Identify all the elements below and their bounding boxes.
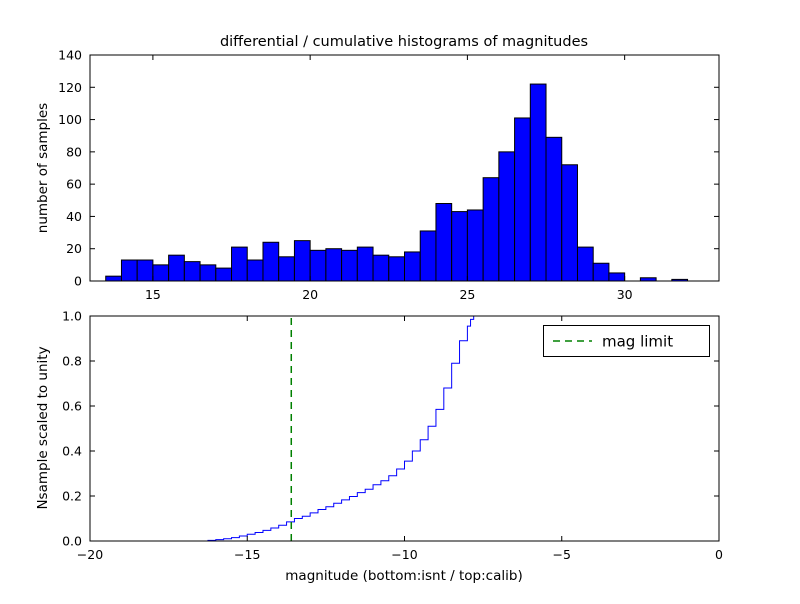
y-tick-label: 80 — [66, 144, 82, 159]
histogram-bar — [451, 211, 468, 282]
histogram-bar — [183, 261, 201, 282]
y-tick-label: 140 — [58, 48, 82, 63]
histogram-bar — [561, 164, 578, 282]
bottom-y-axis-label: Nsample scaled to unity — [35, 346, 51, 509]
top-y-axis-label: number of samples — [35, 103, 51, 233]
figure-title: differential / cumulative histograms of … — [220, 34, 588, 50]
histogram-bars — [105, 83, 689, 282]
legend-label: mag limit — [602, 333, 673, 351]
histogram-bar — [168, 254, 185, 282]
histogram-bar — [372, 254, 390, 282]
histogram-bar — [356, 246, 374, 282]
top-axes-frame — [89, 54, 720, 282]
histogram-bar — [419, 230, 437, 282]
histogram-bar — [152, 264, 170, 282]
x-tick-label: −10 — [391, 547, 417, 562]
histogram-bar — [545, 136, 563, 282]
histogram-bar — [120, 259, 138, 282]
legend: mag limit — [543, 325, 710, 357]
y-tick-label: 0 — [74, 274, 82, 289]
histogram-bar — [466, 209, 484, 282]
y-tick-label: 1.0 — [62, 309, 82, 324]
top-x-tick-labels: 15 20 25 30 — [145, 287, 633, 302]
top-histogram-axes: 15 20 25 30 0 20 40 60 80 100 120 140 number of sa… — [35, 48, 720, 302]
x-tick-label: 30 — [617, 287, 633, 302]
y-tick-label: 120 — [58, 80, 82, 95]
y-tick-label: 0.6 — [62, 399, 82, 414]
bottom-cumulative-axes: −20 −15 −10 −5 0 0.0 0.2 0.4 0.6 0.8 1.0 Nsample … — [35, 309, 723, 585]
x-axis-label: magnitude (bottom:isnt / top:calib) — [285, 568, 522, 584]
histogram-bar — [435, 203, 453, 282]
y-tick-label: 0.4 — [62, 444, 82, 459]
histogram-bar — [482, 177, 500, 282]
x-tick-label: −5 — [553, 547, 571, 562]
histogram-bar — [608, 272, 626, 282]
x-tick-label: 20 — [302, 287, 318, 302]
histogram-bar — [105, 275, 122, 282]
x-tick-label: 0 — [715, 547, 723, 562]
histogram-bar — [262, 241, 280, 282]
x-tick-label: 25 — [459, 287, 475, 302]
histogram-bar — [388, 256, 405, 282]
histogram-bar — [199, 264, 217, 282]
histogram-bar — [498, 151, 516, 282]
histogram-bar — [514, 117, 531, 282]
histogram-bar — [136, 259, 154, 282]
histogram-bar — [592, 262, 610, 282]
y-tick-label: 0.2 — [62, 489, 82, 504]
bottom-x-tick-labels: −20 −15 −10 −5 0 — [77, 547, 723, 562]
top-y-tick-labels: 0 20 40 60 80 100 120 140 — [58, 48, 82, 289]
cumulative-step-line — [90, 315, 719, 542]
y-tick-label: 0.0 — [62, 534, 82, 549]
cumulative-curve-group — [90, 315, 719, 542]
top-tick-marks — [90, 54, 719, 282]
y-tick-label: 40 — [66, 209, 82, 224]
histogram-bar — [309, 249, 327, 282]
histogram-bar — [341, 249, 358, 282]
bottom-y-tick-labels: 0.0 0.2 0.4 0.6 0.8 1.0 — [62, 309, 82, 549]
histogram-bar — [293, 240, 311, 282]
histogram-bar — [576, 246, 594, 282]
y-tick-label: 20 — [66, 241, 82, 256]
histogram-bar — [278, 256, 295, 282]
x-tick-label: 15 — [145, 287, 161, 302]
x-tick-label: −20 — [77, 547, 103, 562]
bottom-tick-marks — [89, 315, 720, 542]
x-tick-label: −15 — [234, 547, 260, 562]
y-tick-label: 60 — [66, 177, 82, 192]
top-axes-background — [90, 55, 719, 281]
histogram-bar — [529, 83, 547, 282]
histogram-bar — [325, 248, 343, 282]
y-tick-label: 0.8 — [62, 354, 82, 369]
histogram-bar — [404, 251, 421, 282]
histogram-bar — [231, 246, 248, 282]
y-tick-label: 100 — [58, 112, 82, 127]
histogram-bar — [215, 267, 233, 282]
histogram-bar — [246, 259, 264, 282]
